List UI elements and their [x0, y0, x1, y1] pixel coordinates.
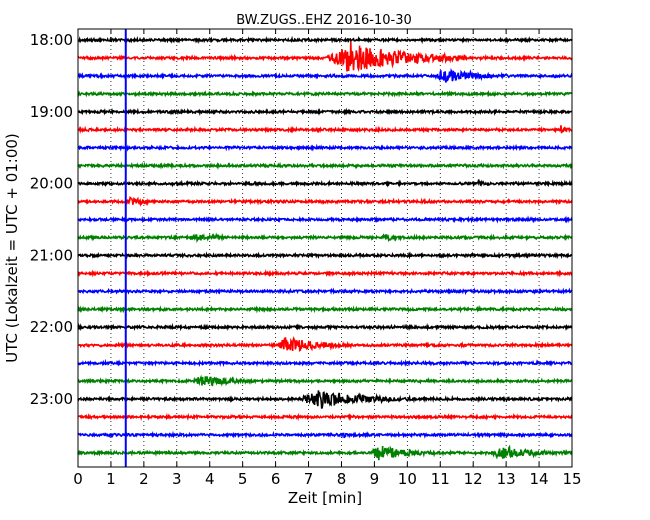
trace-line — [77, 374, 573, 387]
trace-line — [77, 68, 573, 83]
trace-line — [77, 358, 572, 368]
x-tick-label: 10 — [398, 470, 417, 488]
trace-line — [77, 143, 573, 152]
x-tick-label: 11 — [431, 470, 450, 488]
ticks: 0 1 2 3 4 5 6 7 8 9 10 11 12 13 14 15 — [73, 29, 582, 488]
trace-line — [77, 232, 573, 243]
traces — [77, 35, 573, 461]
trace-line — [77, 125, 573, 135]
x-tick-label: 12 — [464, 470, 483, 488]
trace-line — [77, 412, 573, 422]
x-axis-label: Zeit [min] — [288, 489, 362, 507]
trace-line — [77, 335, 573, 352]
y-tick-label: 18:00 — [30, 31, 73, 49]
trace-line — [77, 215, 573, 224]
trace-line — [77, 287, 573, 296]
x-tick-label: 7 — [304, 470, 314, 488]
trace-line — [77, 444, 573, 461]
y-tick-label: 22:00 — [30, 318, 73, 336]
trace-line — [77, 179, 573, 188]
x-tick-label: 15 — [562, 470, 581, 488]
trace-line — [77, 269, 573, 278]
x-tick-label: 3 — [172, 470, 182, 488]
trace-line — [77, 107, 573, 117]
y-tick-label: 23:00 — [30, 390, 73, 408]
trace-line — [77, 390, 573, 409]
y-axis-label: UTC (Lokalzeit = UTC + 01:00) — [3, 133, 21, 363]
x-tick-label: 13 — [497, 470, 516, 488]
x-tick-label: 9 — [370, 470, 380, 488]
chart-title: BW.ZUGS..EHZ 2016-10-30 — [236, 13, 412, 28]
y-tick-label: 21:00 — [30, 246, 73, 264]
x-tick-label: 2 — [139, 470, 149, 488]
x-tick-label: 4 — [205, 470, 215, 488]
trace-line — [77, 251, 573, 260]
plot-frame — [77, 28, 573, 468]
trace-line — [77, 161, 573, 171]
x-tick-label: 6 — [271, 470, 281, 488]
trace-line — [77, 35, 573, 45]
x-tick-label: 1 — [106, 470, 116, 488]
x-tick-label: 8 — [337, 470, 347, 488]
trace-line — [77, 430, 573, 439]
y-tick-label: 20:00 — [30, 175, 73, 193]
trace-line — [77, 304, 573, 314]
trace-line — [77, 89, 573, 98]
y-tick-label: 19:00 — [30, 103, 73, 121]
x-tick-label: 5 — [238, 470, 248, 488]
y-ticks: 18:00 19:00 20:00 21:00 22:00 23:00 — [30, 31, 572, 408]
trace-line — [77, 195, 573, 207]
trace-line — [77, 322, 573, 332]
x-tick-label: 14 — [530, 470, 549, 488]
trace-line — [77, 41, 573, 73]
x-tick-label: 0 — [73, 470, 83, 488]
